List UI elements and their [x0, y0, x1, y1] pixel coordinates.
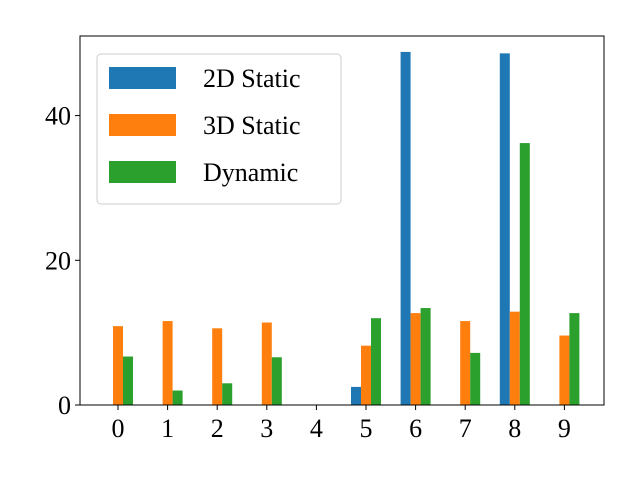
bars-layer: [113, 51, 580, 406]
bar-3d-static-2: [212, 328, 223, 405]
x-axis: 0 1 2 3 4 5 6 7 8 9: [112, 405, 571, 443]
bar-dynamic-6: [420, 308, 431, 405]
bar-3d-static-1: [162, 321, 173, 405]
bar-dynamic-9: [569, 313, 580, 405]
legend-swatch-dynamic: [109, 161, 176, 183]
bar-3d-static-0: [113, 326, 123, 405]
x-tick-label: 9: [558, 414, 571, 443]
x-tick-label: 4: [310, 414, 323, 443]
x-tick-label: 0: [112, 414, 125, 443]
plot-frame: [79, 35, 605, 406]
bar-dynamic-2: [222, 383, 233, 405]
bar-2d-static-6: [400, 51, 411, 406]
legend-label: 2D Static: [203, 64, 301, 93]
bar-3d-static-8: [509, 311, 520, 405]
bar-3d-static-5: [361, 345, 371, 405]
legend-swatch-2d-static: [109, 67, 176, 89]
bar-dynamic-0: [123, 356, 133, 405]
bar-3d-static-9: [559, 335, 570, 405]
legend-label: Dynamic: [203, 158, 298, 187]
bar-3d-static-6: [410, 313, 421, 405]
bar-dynamic-3: [271, 357, 282, 405]
bar-2d-static-5: [351, 386, 361, 405]
legend-label: 3D Static: [203, 111, 301, 140]
bar-dynamic-5: [371, 318, 381, 405]
bar-dynamic-8: [519, 143, 530, 405]
x-tick-label: 3: [260, 414, 273, 443]
x-tick-label: 5: [360, 414, 373, 443]
x-tick-label: 1: [161, 414, 174, 443]
x-tick-label: 7: [459, 414, 472, 443]
x-tick-label: 8: [508, 414, 521, 443]
bar-2d-static-8: [499, 53, 510, 406]
y-axis: 0 20 40: [45, 102, 80, 420]
legend-swatch-3d-static: [109, 114, 176, 136]
y-tick-label: 20: [45, 246, 71, 275]
y-tick-label: 0: [58, 391, 71, 420]
bar-3d-static-3: [261, 322, 272, 405]
bar-dynamic-1: [172, 390, 183, 405]
y-tick-label: 40: [45, 102, 71, 131]
legend: 2D Static 3D Static Dynamic: [96, 53, 342, 205]
bar-dynamic-7: [470, 352, 481, 405]
x-tick-label: 6: [409, 414, 422, 443]
bar-3d-static-7: [460, 321, 471, 405]
x-tick-label: 2: [211, 414, 224, 443]
